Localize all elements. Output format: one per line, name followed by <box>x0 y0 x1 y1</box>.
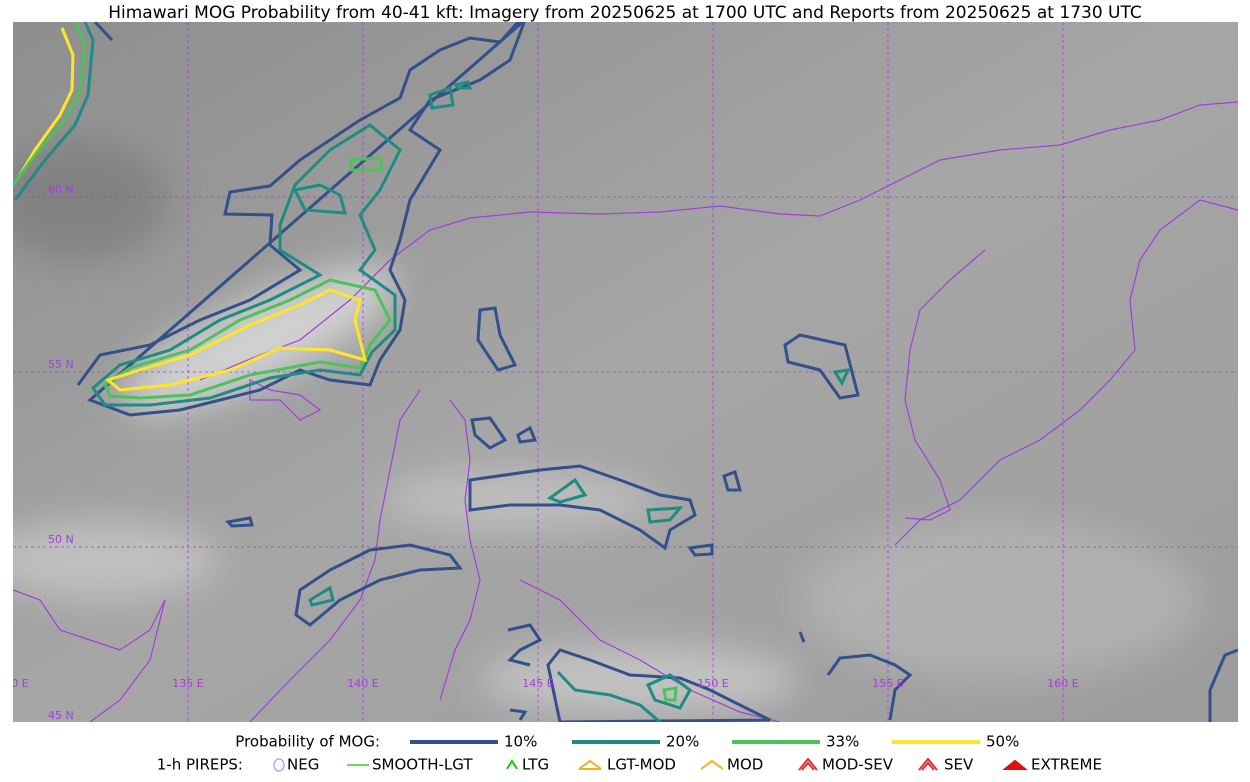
legend-label: EXTREME <box>1031 756 1102 774</box>
mog-contours <box>13 22 1238 722</box>
legend-icon <box>578 759 602 770</box>
legend-icon <box>273 758 285 772</box>
legend-label: SMOOTH-LGT <box>372 756 473 774</box>
legend-title: Probability of MOG: <box>235 733 380 751</box>
coastlines <box>13 101 1238 722</box>
lon-label: 135 E <box>172 677 203 690</box>
legend-title: 1-h PIREPS: <box>157 756 243 774</box>
lon-label: 140 E <box>347 677 378 690</box>
legend-icon <box>798 757 818 771</box>
legend-icon <box>918 757 938 771</box>
lat-labels: 60 N 55 N 50 N 45 N <box>48 183 74 722</box>
legend-label: 50% <box>986 733 1019 751</box>
legend-icon <box>1002 759 1028 770</box>
lon-label: 160 E <box>1047 677 1078 690</box>
lon-label: 150 E <box>697 677 728 690</box>
lon-labels: 130 E 135 E 140 E 145 E 150 E 155 E 160 E <box>0 677 1079 690</box>
lon-label: 130 E <box>0 677 29 690</box>
lat-label: 55 N <box>48 358 74 371</box>
legend-label: MOD-SEV <box>822 756 894 774</box>
legend-label: LGT-MOD <box>607 756 676 774</box>
legend-label: 33% <box>826 733 859 751</box>
legend-label: 10% <box>504 733 537 751</box>
map: 60 N 55 N 50 N 45 N 130 E 135 E 140 E 145 E 150… <box>0 22 1238 722</box>
lon-label: 145 E <box>522 677 553 690</box>
legend-label: MOD <box>727 756 763 774</box>
lat-label: 45 N <box>48 709 74 722</box>
legend-icon <box>700 759 724 770</box>
legend: Probability of MOG: 1-h PIREPS: 10% 20% 33… <box>157 733 1102 774</box>
legend-icon <box>506 759 518 770</box>
title: Himawari MOG Probability from 40-41 kft:… <box>108 3 1142 23</box>
lat-label: 50 N <box>48 533 74 546</box>
lon-label: 155 E <box>872 677 903 690</box>
legend-label: 20% <box>666 733 699 751</box>
legend-label: LTG <box>522 756 549 774</box>
legend-label: NEG <box>287 756 319 774</box>
legend-label: SEV <box>944 756 974 774</box>
lat-label: 60 N <box>48 183 74 196</box>
